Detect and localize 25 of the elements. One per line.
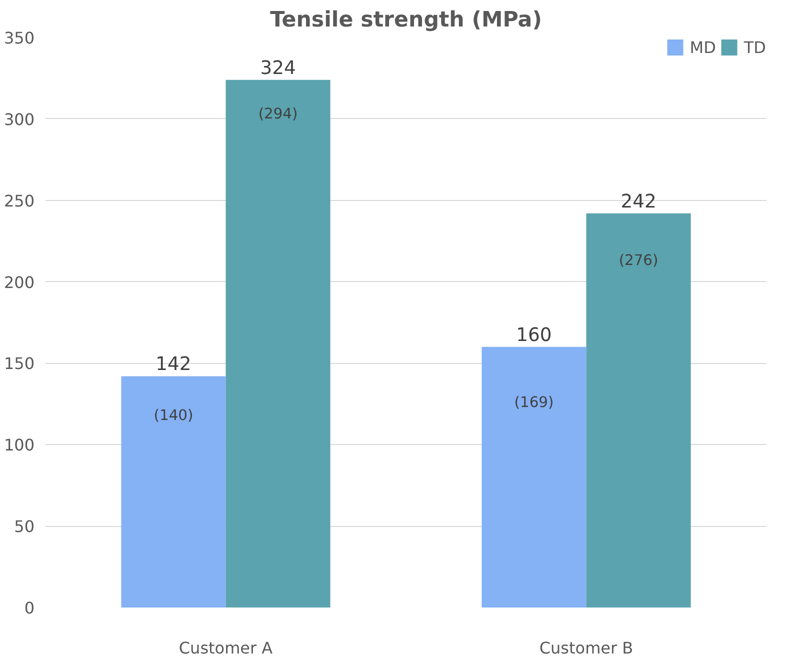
data-label: 160 <box>516 324 552 346</box>
y-tick-label: 50 <box>14 517 34 536</box>
bar <box>482 346 586 608</box>
annotation: (294) <box>258 106 298 123</box>
y-tick-label: 250 <box>4 191 35 210</box>
x-tick-label: Customer B <box>539 638 634 658</box>
bar <box>121 376 226 608</box>
x-tick-label: Customer A <box>178 638 273 658</box>
legend-label: MD <box>690 38 716 56</box>
annotation: (276) <box>618 252 658 270</box>
y-tick-label: 350 <box>4 28 35 48</box>
annotation: (169) <box>514 394 554 411</box>
data-label: 142 <box>156 354 192 376</box>
y-tick-label: 0 <box>24 598 35 618</box>
y-tick-label: 150 <box>4 354 35 374</box>
y-tick-label: 300 <box>4 110 35 129</box>
data-label: 242 <box>620 191 656 212</box>
y-tick-label: 200 <box>4 272 35 292</box>
bar <box>586 213 691 608</box>
chart-title: Tensile strength (MPa) <box>270 8 542 32</box>
y-tick-label: 100 <box>4 436 35 455</box>
legend-label: TD <box>744 38 766 56</box>
annotation: (140) <box>154 406 194 424</box>
bar <box>226 80 330 608</box>
data-label: 324 <box>260 58 296 79</box>
